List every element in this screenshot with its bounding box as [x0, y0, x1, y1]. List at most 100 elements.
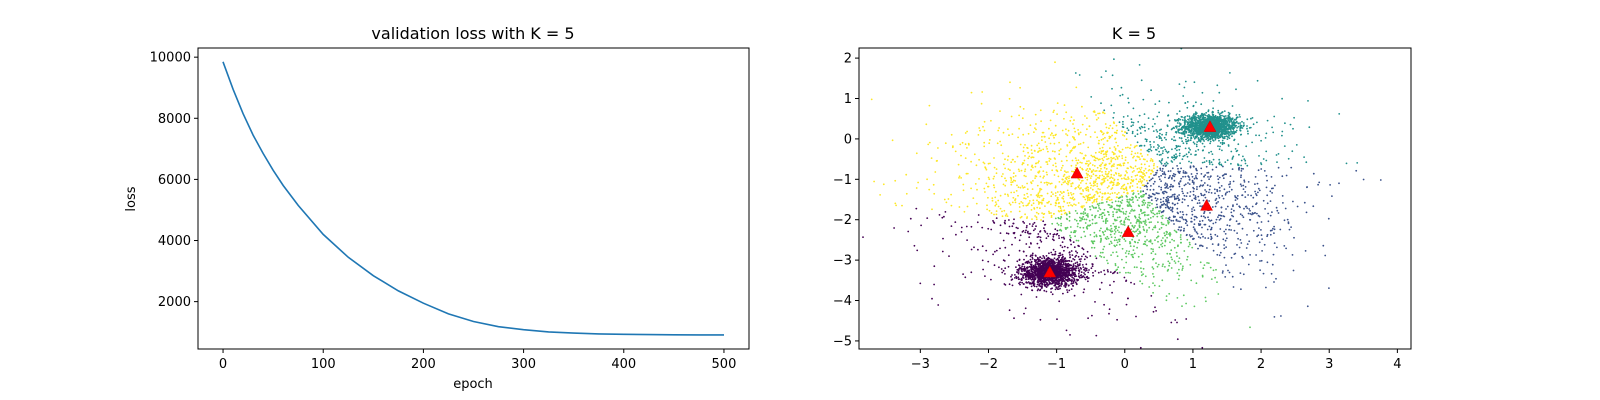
scatter-point: [1228, 271, 1231, 274]
scatter-point: [1152, 170, 1154, 173]
cluster-chart-title: K = 5: [1112, 24, 1156, 43]
scatter-point: [1116, 255, 1119, 258]
scatter-point: [1176, 297, 1179, 299]
scatter-point: [947, 198, 950, 200]
scatter-point: [1125, 187, 1128, 190]
scatter-point: [1050, 203, 1052, 206]
scatter-point: [1199, 116, 1202, 119]
scatter-point: [963, 210, 966, 213]
scatter-point: [870, 98, 873, 101]
scatter-point: [1209, 212, 1211, 214]
scatter-point: [942, 237, 944, 240]
scatter-point: [1232, 180, 1235, 183]
scatter-point: [1226, 120, 1229, 123]
scatter-point: [1291, 150, 1294, 153]
scatter-point: [1057, 266, 1060, 269]
scatter-point: [1195, 132, 1197, 135]
scatter-point: [1074, 265, 1077, 267]
scatter-point: [1156, 203, 1158, 206]
scatter-point: [1196, 141, 1199, 143]
scatter-point: [1191, 235, 1193, 237]
scatter-point: [1230, 229, 1232, 231]
scatter-point: [1060, 285, 1062, 287]
scatter-point: [1145, 192, 1147, 195]
scatter-point: [1115, 227, 1117, 230]
scatter-point: [1205, 300, 1207, 303]
scatter-point: [1233, 118, 1236, 121]
scatter-point: [1034, 276, 1036, 279]
scatter-point: [1163, 232, 1166, 235]
scatter-point: [1015, 277, 1018, 280]
scatter-point: [1103, 166, 1106, 169]
scatter-point: [1214, 127, 1217, 130]
scatter-point: [1145, 171, 1148, 174]
scatter-point: [1107, 172, 1110, 175]
scatter-point: [1198, 117, 1200, 120]
scatter-point: [1039, 256, 1041, 259]
scatter-point: [1200, 215, 1203, 218]
scatter-point: [1026, 204, 1029, 207]
scatter-point: [1091, 265, 1094, 268]
scatter-point: [1031, 258, 1034, 260]
scatter-point: [1215, 123, 1217, 126]
scatter-point: [1202, 235, 1204, 238]
scatter-point: [1077, 272, 1080, 275]
scatter-point: [1185, 195, 1188, 198]
scatter-point: [1169, 234, 1171, 237]
scatter-point: [1216, 253, 1219, 256]
scatter-point: [1379, 179, 1382, 181]
scatter-point: [1032, 223, 1034, 226]
scatter-point: [970, 271, 973, 274]
scatter-point: [1138, 181, 1140, 183]
scatter-point: [1216, 188, 1218, 191]
scatter-point: [1187, 175, 1190, 178]
scatter-point: [1273, 232, 1275, 235]
scatter-point: [1225, 264, 1227, 266]
scatter-point: [1303, 201, 1306, 204]
scatter-point: [919, 282, 922, 285]
scatter-point: [1114, 270, 1116, 273]
scatter-point: [1133, 146, 1136, 149]
scatter-point: [1083, 268, 1085, 271]
scatter-point: [1258, 227, 1260, 230]
scatter-point: [1205, 165, 1208, 168]
scatter-point: [1097, 117, 1100, 119]
scatter-point: [1201, 274, 1204, 277]
scatter-point: [1208, 225, 1211, 228]
scatter-point: [1183, 227, 1185, 230]
scatter-point: [1103, 214, 1106, 217]
scatter-point: [1172, 126, 1175, 129]
scatter-point: [1199, 261, 1202, 264]
scatter-point: [1058, 149, 1061, 152]
scatter-point: [1274, 184, 1276, 187]
scatter-point: [1152, 164, 1155, 167]
scatter-point: [1136, 218, 1139, 221]
scatter-point: [1132, 124, 1134, 126]
scatter-point: [862, 236, 864, 239]
scatter-point: [1125, 271, 1127, 274]
scatter-point: [1110, 156, 1112, 159]
scatter-point: [1277, 212, 1280, 214]
scatter-point: [1221, 139, 1224, 142]
scatter-point: [1183, 194, 1186, 197]
scatter-point: [1024, 144, 1026, 146]
scatter-point: [1036, 242, 1039, 245]
scatter-point: [1208, 114, 1211, 117]
scatter-point: [1174, 319, 1177, 321]
scatter-point: [960, 226, 963, 229]
scatter-point: [1038, 147, 1041, 150]
scatter-point: [1111, 205, 1113, 208]
scatter-point: [1166, 236, 1168, 239]
scatter-point: [1055, 281, 1058, 284]
scatter-point: [1056, 196, 1059, 199]
scatter-point: [1074, 218, 1076, 221]
scatter-point: [1113, 131, 1116, 134]
scatter-point: [1265, 186, 1268, 189]
scatter-point: [1070, 185, 1073, 188]
scatter-point: [1014, 277, 1016, 279]
scatter-point: [1041, 212, 1043, 215]
scatter-point: [1188, 115, 1191, 118]
scatter-point: [1234, 148, 1237, 150]
scatter-point: [970, 91, 973, 94]
scatter-point: [1092, 195, 1095, 197]
